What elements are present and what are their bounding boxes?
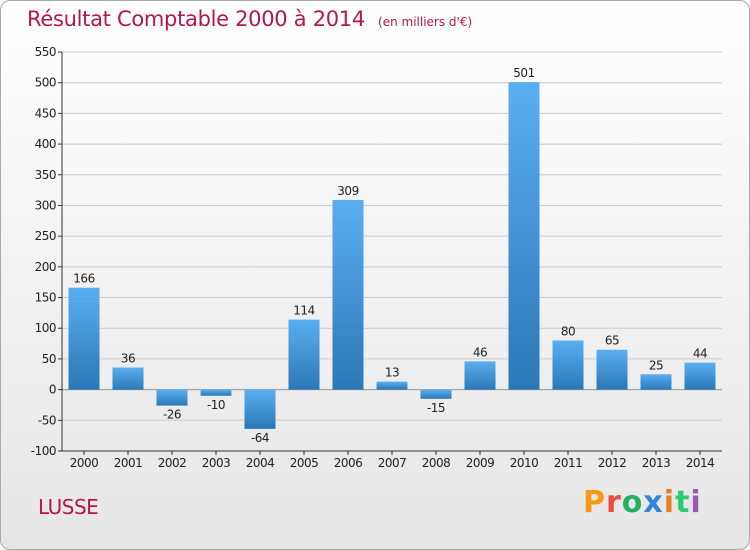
bar-2011: [552, 340, 584, 390]
chart-title: Résultat Comptable 2000 à 2014: [27, 7, 365, 31]
x-tick-label: 2013: [642, 456, 671, 470]
value-label: 65: [605, 334, 619, 348]
y-tick-label: 0: [49, 383, 56, 397]
y-tick-label: 450: [35, 106, 56, 120]
logo-letter: r: [606, 485, 622, 520]
logo-letter: i: [690, 485, 702, 520]
x-tick-label: 2001: [114, 456, 143, 470]
x-tick-label: 2011: [554, 456, 583, 470]
x-tick-label: 2005: [290, 456, 319, 470]
x-tick-label: 2009: [466, 456, 495, 470]
x-tick-label: 2012: [598, 456, 627, 470]
value-label: -26: [163, 408, 181, 422]
x-tick-label: 2006: [334, 456, 363, 470]
bar-2008: [420, 389, 452, 399]
value-label: -15: [427, 401, 445, 415]
bar-2005: [288, 319, 320, 390]
y-tick-label: 350: [35, 168, 56, 182]
y-tick-label: -50: [38, 413, 56, 427]
value-label: 80: [561, 325, 575, 339]
y-tick-label: 400: [35, 137, 56, 151]
bar-2010: [508, 82, 540, 390]
y-tick-label: -100: [31, 444, 56, 458]
logo-letter: x: [643, 485, 664, 520]
x-tick-label: 2000: [70, 456, 99, 470]
x-tick-label: 2004: [246, 456, 275, 470]
bar-2001: [112, 367, 144, 390]
y-tick-label: 250: [35, 229, 56, 243]
x-tick-label: 2007: [378, 456, 407, 470]
bars: [68, 82, 716, 429]
y-tick-label: 550: [35, 45, 56, 59]
bar-2012: [596, 349, 628, 390]
y-tick-label: 200: [35, 260, 56, 274]
value-label: -10: [207, 398, 225, 412]
value-label: 46: [473, 345, 487, 359]
y-tick-label: 150: [35, 291, 56, 305]
value-label: 166: [73, 272, 94, 286]
bar-2014: [684, 362, 716, 390]
logo-letter: t: [675, 485, 691, 520]
value-label: 501: [513, 66, 534, 80]
proxiti-logo: Proxiti: [583, 485, 702, 520]
value-label: 13: [385, 366, 399, 380]
value-label: 309: [337, 184, 358, 198]
y-tick-label: 50: [42, 352, 56, 366]
chart-subtitle: (en milliers d'€): [378, 15, 473, 29]
x-tick-label: 2010: [510, 456, 539, 470]
bar-2007: [376, 381, 408, 390]
value-label: 114: [293, 304, 314, 318]
x-tick-label: 2002: [158, 456, 187, 470]
x-tick-label: 2008: [422, 456, 451, 470]
bar-2009: [464, 361, 496, 390]
bar-2002: [156, 389, 188, 406]
bar-2013: [640, 374, 672, 390]
bar-2000: [68, 287, 100, 390]
x-tick-label: 2014: [686, 456, 715, 470]
y-tick-label: 500: [35, 76, 56, 90]
value-label: 25: [649, 358, 663, 372]
chart-title-row: Résultat Comptable 2000 à 2014 (en milli…: [27, 7, 472, 31]
bar-2006: [332, 199, 364, 390]
bar-2003: [200, 389, 232, 396]
value-label: 36: [121, 352, 135, 366]
logo-letter: i: [663, 485, 676, 520]
y-tick-label: 300: [35, 198, 56, 212]
y-tick-label: 100: [35, 321, 56, 335]
bar-2004: [244, 389, 276, 429]
value-label: -64: [251, 431, 269, 445]
axes: -100 -50 0 50 100 150 200 250 300 350 400 450 500 550…: [31, 45, 722, 470]
value-label: 44: [693, 347, 707, 361]
logo-letter: o: [621, 485, 644, 520]
commune-name: LUSSE: [38, 495, 99, 519]
value-labels: 166 36 -26 -10 -64 114 309 13 -15 46 501 80 65 25 44: [73, 66, 707, 445]
logo-letter: P: [583, 485, 606, 520]
x-tick-label: 2003: [202, 456, 231, 470]
